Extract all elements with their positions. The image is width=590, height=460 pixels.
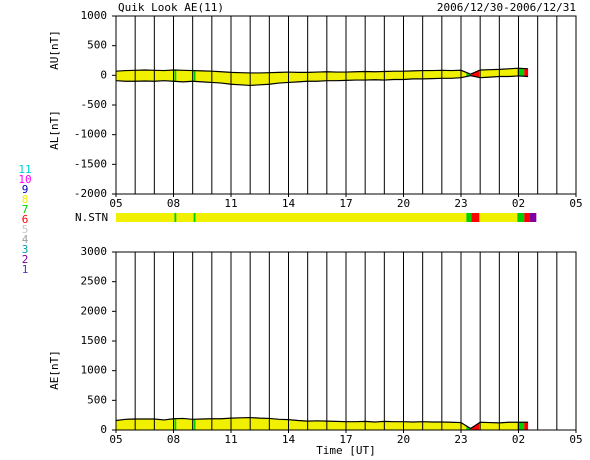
y-tick-label: 0 bbox=[100, 68, 107, 81]
x-tick-label: 14 bbox=[282, 433, 296, 446]
legend-label: 10 bbox=[18, 173, 31, 186]
y-axis-label: AU[nT] bbox=[48, 30, 61, 70]
legend-label: 6 bbox=[22, 213, 29, 226]
legend-label: 7 bbox=[22, 203, 29, 216]
legend-label: 2 bbox=[22, 253, 29, 266]
station-bar bbox=[195, 213, 467, 222]
station-fill bbox=[524, 417, 529, 430]
y-tick-label: -500 bbox=[81, 98, 108, 111]
x-tick-label: 05 bbox=[109, 197, 122, 210]
legend-label: 5 bbox=[22, 223, 29, 236]
legend-label: 1 bbox=[22, 263, 29, 276]
y-tick-label: -2000 bbox=[74, 187, 107, 200]
station-fill bbox=[176, 417, 194, 430]
station-fill bbox=[174, 417, 177, 430]
legend-label: 4 bbox=[22, 233, 29, 246]
x-tick-label: 17 bbox=[339, 197, 352, 210]
station-bar bbox=[193, 213, 196, 222]
station-bar bbox=[116, 213, 175, 222]
chart-title: Quik Look AE(11) bbox=[118, 1, 224, 14]
y-tick-label: 3000 bbox=[81, 245, 108, 258]
data-line bbox=[115, 416, 529, 430]
x-tick-label: 20 bbox=[397, 197, 410, 210]
station-bar bbox=[529, 213, 537, 222]
x-tick-label: 11 bbox=[224, 197, 237, 210]
x-axis-label: Time [UT] bbox=[316, 444, 376, 457]
y-tick-label: -1000 bbox=[74, 128, 107, 141]
x-tick-label: 08 bbox=[167, 197, 180, 210]
station-fill bbox=[193, 68, 196, 86]
chart-subtitle: 2006/12/30-2006/12/31 bbox=[437, 1, 576, 14]
x-tick-label: 14 bbox=[282, 197, 296, 210]
y-axis-label: AE[nT] bbox=[48, 350, 61, 390]
stations-label: N.STN bbox=[75, 211, 108, 224]
y-tick-label: -1500 bbox=[74, 157, 107, 170]
station-fill bbox=[174, 68, 177, 86]
station-fill bbox=[517, 417, 525, 430]
x-tick-label: 02 bbox=[512, 433, 525, 446]
station-bar bbox=[174, 213, 177, 222]
station-bar bbox=[466, 213, 472, 222]
y-tick-label: 2000 bbox=[81, 304, 108, 317]
legend-label: 3 bbox=[22, 243, 29, 256]
x-tick-label: 05 bbox=[569, 433, 582, 446]
station-bar bbox=[524, 213, 530, 222]
x-tick-label: 23 bbox=[454, 433, 467, 446]
x-tick-label: 02 bbox=[512, 197, 525, 210]
station-bar bbox=[517, 213, 525, 222]
x-tick-label: 11 bbox=[224, 433, 237, 446]
y-tick-label: 2500 bbox=[81, 275, 108, 288]
legend-label: 8 bbox=[22, 193, 29, 206]
station-bar bbox=[479, 213, 518, 222]
x-tick-label: 05 bbox=[109, 433, 122, 446]
station-fill bbox=[193, 417, 196, 430]
station-bar bbox=[176, 213, 194, 222]
data-line bbox=[115, 75, 529, 87]
station-fill bbox=[116, 417, 175, 430]
y-tick-label: 1000 bbox=[81, 9, 108, 22]
x-tick-label: 08 bbox=[167, 433, 180, 446]
y-axis-label: AL[nT] bbox=[48, 110, 61, 150]
legend-label: 11 bbox=[18, 163, 31, 176]
y-tick-label: 500 bbox=[87, 393, 107, 406]
y-tick-label: 1500 bbox=[81, 334, 108, 347]
x-tick-label: 05 bbox=[569, 197, 582, 210]
y-tick-label: 0 bbox=[100, 423, 107, 436]
x-tick-label: 23 bbox=[454, 197, 467, 210]
x-tick-label: 20 bbox=[397, 433, 410, 446]
x-tick-label: 17 bbox=[339, 433, 352, 446]
station-bar bbox=[471, 213, 480, 222]
y-tick-label: 1000 bbox=[81, 364, 108, 377]
data-line bbox=[115, 67, 529, 75]
legend-label: 9 bbox=[22, 183, 29, 196]
y-tick-label: 500 bbox=[87, 39, 107, 52]
